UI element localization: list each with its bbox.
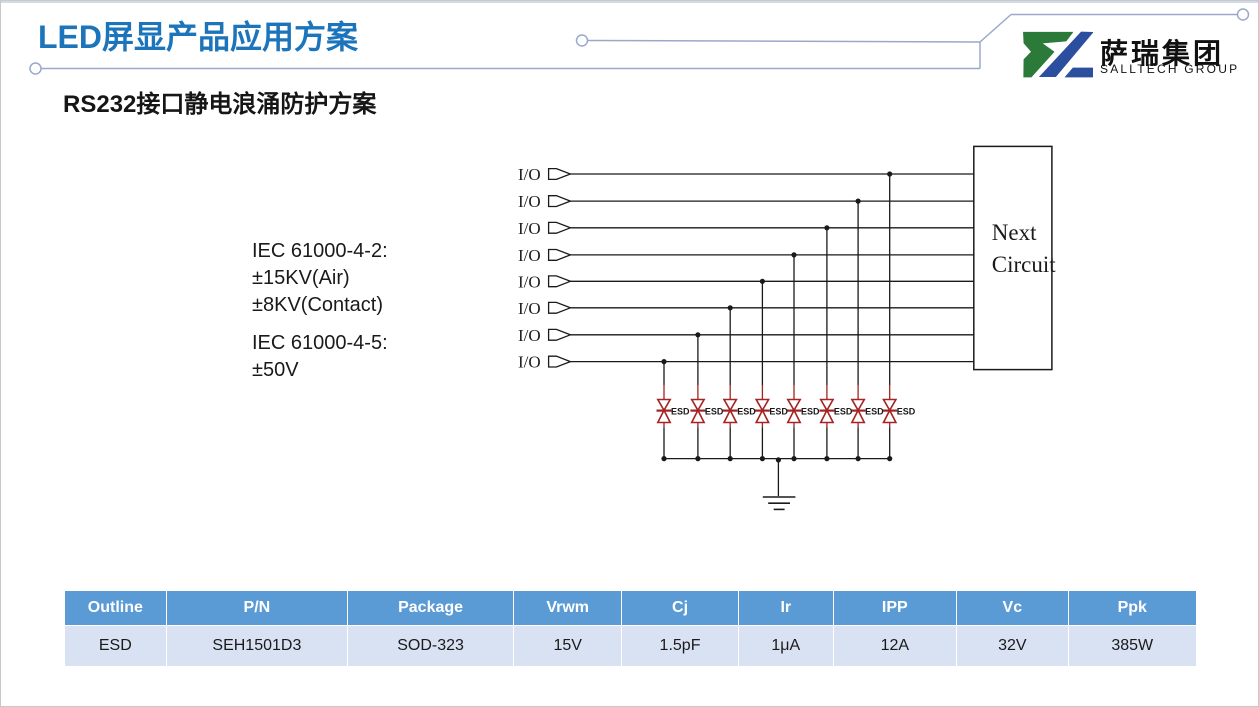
svg-text:ESD: ESD — [705, 406, 724, 416]
svg-text:I/O: I/O — [518, 165, 541, 184]
svg-text:I/O: I/O — [518, 192, 541, 211]
svg-text:I/O: I/O — [518, 219, 541, 238]
svg-text:ESD: ESD — [865, 406, 884, 416]
svg-text:ESD: ESD — [897, 406, 916, 416]
svg-text:ESD: ESD — [737, 406, 756, 416]
svg-text:Circuit: Circuit — [992, 252, 1056, 277]
svg-text:I/O: I/O — [518, 299, 541, 318]
svg-text:ESD: ESD — [801, 406, 820, 416]
svg-text:Next: Next — [992, 220, 1037, 245]
svg-text:ESD: ESD — [769, 406, 788, 416]
svg-text:I/O: I/O — [518, 326, 541, 345]
svg-text:I/O: I/O — [518, 353, 541, 372]
svg-text:ESD: ESD — [671, 406, 690, 416]
svg-text:ESD: ESD — [834, 406, 853, 416]
svg-text:I/O: I/O — [518, 246, 541, 265]
svg-text:I/O: I/O — [518, 272, 541, 291]
